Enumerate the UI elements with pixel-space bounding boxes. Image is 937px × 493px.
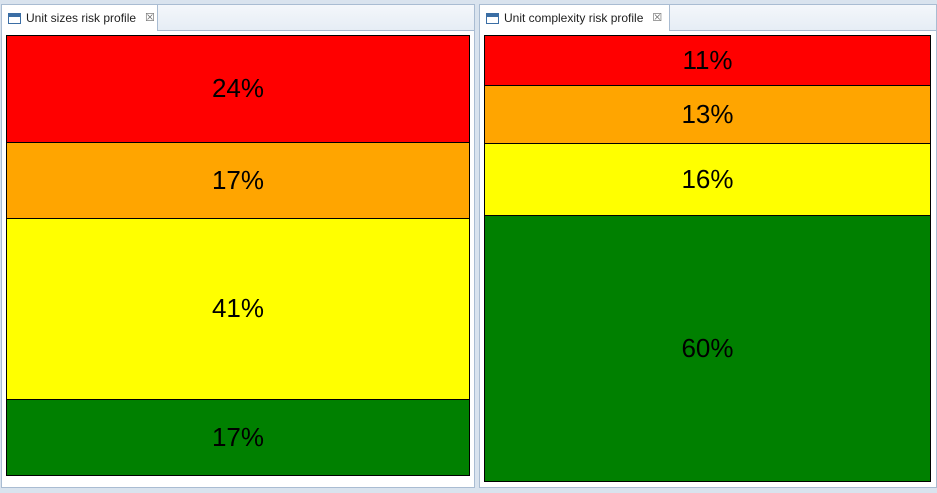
segment-label: 41%: [211, 293, 265, 324]
segment-high-risk: 13%: [485, 85, 930, 145]
segment-low-risk: 17%: [7, 400, 469, 476]
tab-unit-sizes-risk-profile[interactable]: Unit sizes risk profile ☒: [2, 5, 158, 31]
segment-moderate-risk: 16%: [485, 144, 930, 216]
view-window-icon: [486, 12, 499, 24]
view-window-icon: [8, 12, 21, 24]
tab-bar: Unit complexity risk profile ☒: [480, 5, 936, 31]
tab-label: Unit sizes risk profile: [26, 11, 137, 25]
close-icon[interactable]: ☒: [652, 11, 663, 24]
close-icon[interactable]: ☒: [145, 11, 155, 24]
segment-moderate-risk: 41%: [7, 218, 469, 401]
segment-label: 24%: [211, 73, 265, 104]
unit-sizes-view: Unit sizes risk profile ☒ 24% 17% 41% 17…: [1, 4, 475, 488]
unit-complexity-view: Unit complexity risk profile ☒ 11% 13% 1…: [479, 4, 937, 488]
segment-label: 11%: [682, 44, 733, 75]
risk-profile-chart: 24% 17% 41% 17%: [6, 35, 470, 476]
tab-unit-complexity-risk-profile[interactable]: Unit complexity risk profile ☒: [480, 5, 670, 31]
segment-low-risk: 60%: [485, 215, 930, 481]
risk-profile-chart: 11% 13% 16% 60%: [484, 35, 931, 482]
segment-label: 17%: [211, 422, 265, 453]
segment-label: 60%: [681, 332, 734, 363]
segment-label: 17%: [211, 164, 265, 195]
segment-very-high-risk: 24%: [7, 36, 469, 143]
tab-bar: Unit sizes risk profile ☒: [2, 5, 474, 31]
segment-label: 13%: [681, 98, 734, 129]
segment-high-risk: 17%: [7, 142, 469, 219]
tab-label: Unit complexity risk profile: [504, 11, 644, 25]
segment-very-high-risk: 11%: [485, 36, 930, 86]
segment-label: 16%: [681, 163, 734, 194]
